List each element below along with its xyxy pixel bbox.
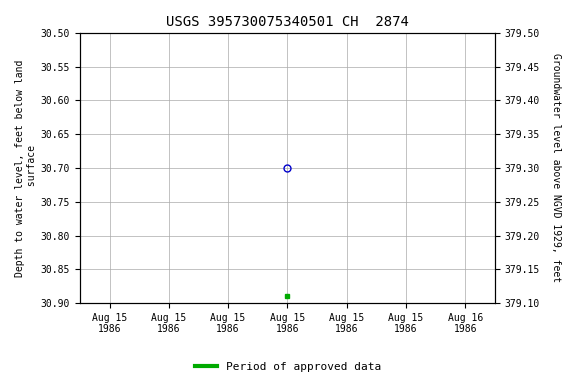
Y-axis label: Groundwater level above NGVD 1929, feet: Groundwater level above NGVD 1929, feet [551, 53, 561, 283]
Title: USGS 395730075340501 CH  2874: USGS 395730075340501 CH 2874 [166, 15, 409, 29]
Y-axis label: Depth to water level, feet below land
 surface: Depth to water level, feet below land su… [15, 60, 37, 277]
Legend: Period of approved data: Period of approved data [191, 358, 385, 377]
